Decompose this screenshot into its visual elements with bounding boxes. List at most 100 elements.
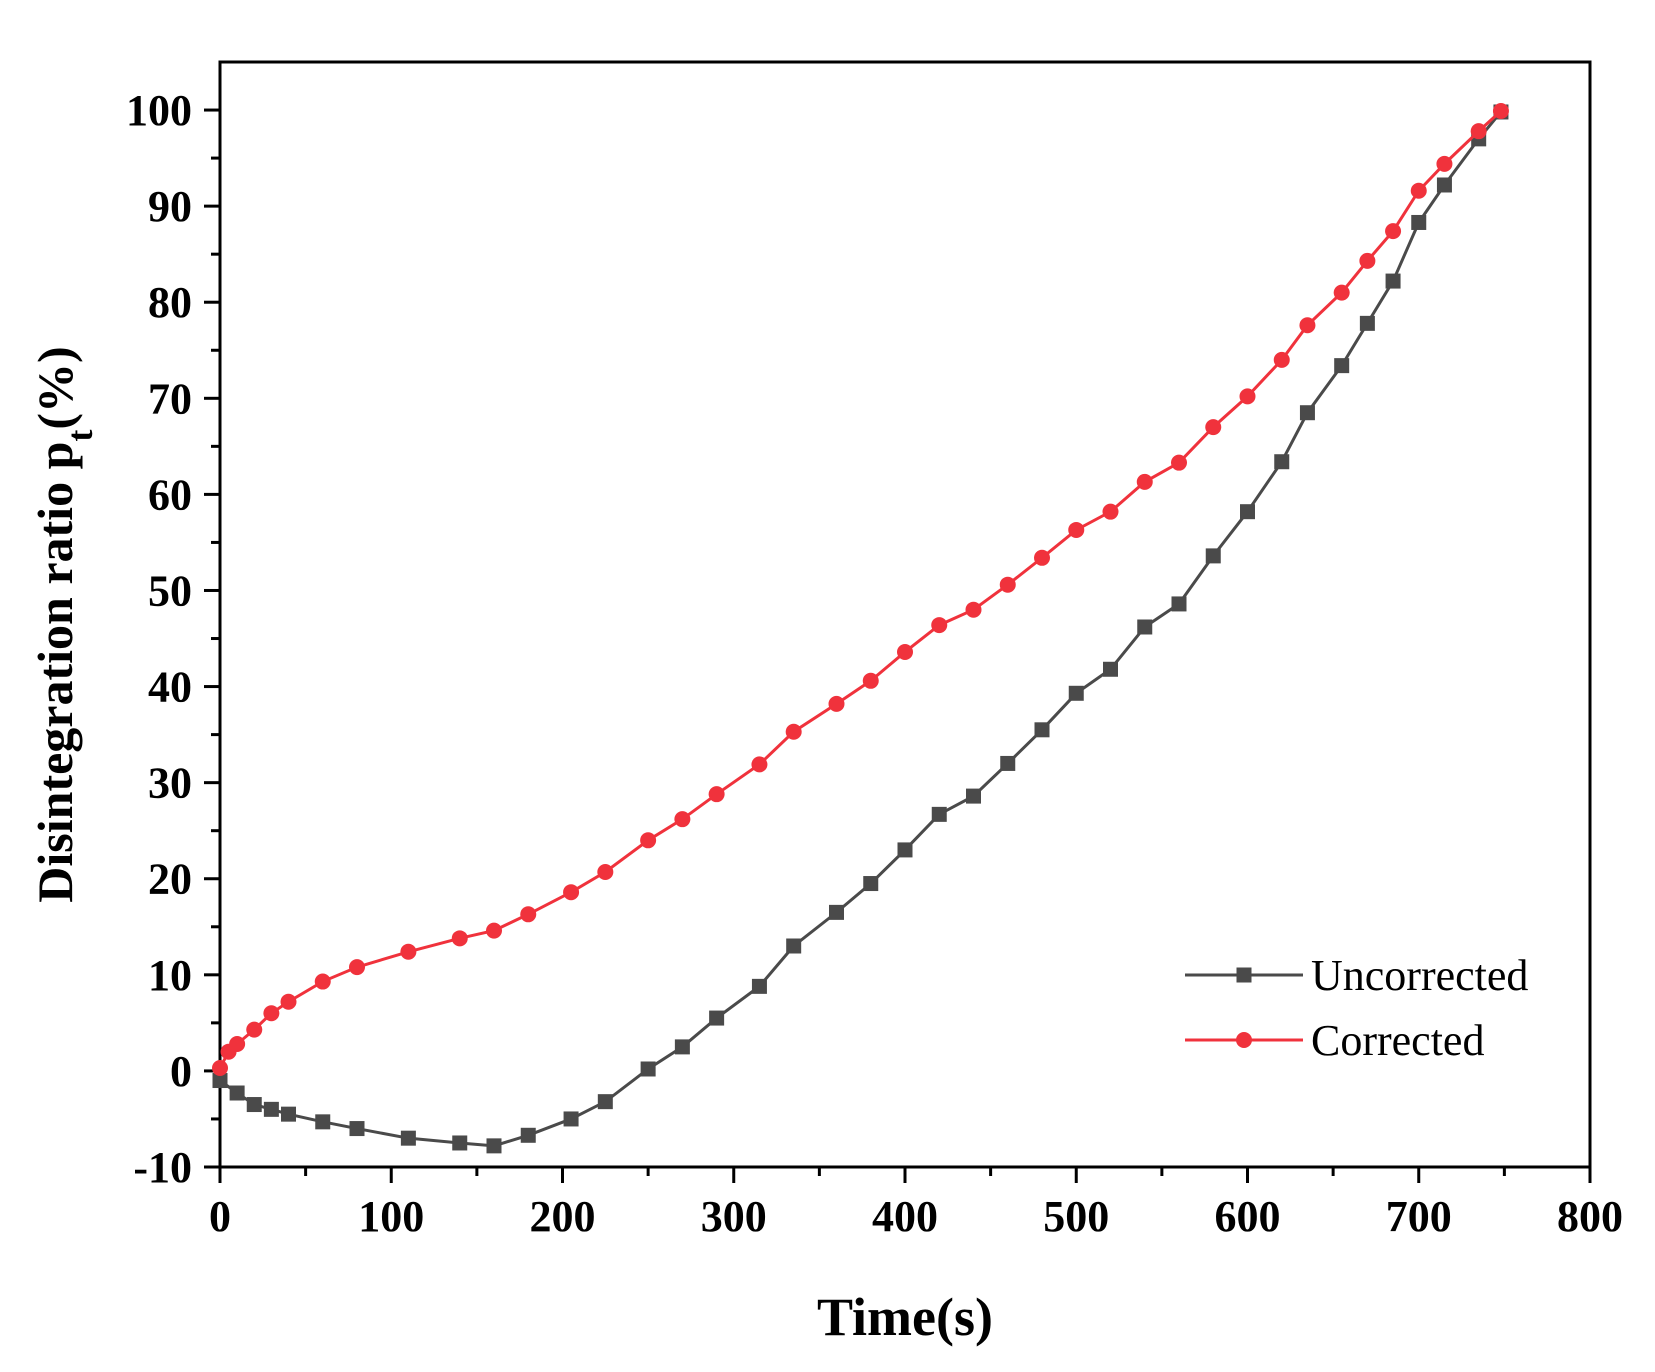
y-tick-label: 70 xyxy=(148,374,192,423)
data-point-uncorrected xyxy=(786,938,802,954)
data-point-uncorrected xyxy=(452,1135,468,1151)
y-axis-title-suffix: (%) xyxy=(27,346,83,429)
data-point-corrected xyxy=(1102,503,1119,520)
data-point-uncorrected xyxy=(1103,661,1118,677)
x-tick-label: 100 xyxy=(358,1192,424,1241)
data-point-uncorrected xyxy=(1299,405,1315,421)
y-tick-label: -10 xyxy=(133,1143,192,1192)
data-point-uncorrected xyxy=(246,1097,262,1113)
y-tick-label: 10 xyxy=(148,951,192,1000)
y-tick-label: 0 xyxy=(170,1047,192,1096)
data-point-uncorrected xyxy=(931,806,947,822)
data-point-corrected xyxy=(751,756,768,773)
data-point-uncorrected xyxy=(315,1114,331,1130)
plot-frame xyxy=(218,60,1592,1169)
data-point-uncorrected xyxy=(1000,755,1016,771)
data-point-corrected xyxy=(1385,223,1402,240)
data-point-corrected xyxy=(1492,103,1509,120)
data-point-corrected xyxy=(1273,351,1290,368)
x-tick-label: 200 xyxy=(530,1192,596,1241)
data-point-uncorrected xyxy=(640,1061,656,1077)
y-axis-title-main: Disintegration ratio p xyxy=(27,442,83,903)
x-tick-label: 0 xyxy=(209,1192,231,1241)
data-point-uncorrected xyxy=(520,1127,536,1143)
legend: Uncorrected Corrected xyxy=(1185,951,1528,1065)
x-tick-label: 600 xyxy=(1215,1192,1281,1241)
data-point-uncorrected xyxy=(400,1130,416,1146)
data-point-corrected xyxy=(708,786,725,803)
data-point-corrected xyxy=(1171,454,1187,471)
data-point-corrected xyxy=(451,930,468,947)
data-point-corrected xyxy=(563,884,580,901)
x-tick-label: 800 xyxy=(1557,1192,1623,1241)
data-point-uncorrected xyxy=(1068,685,1084,701)
data-point-corrected xyxy=(1410,182,1427,199)
data-point-corrected xyxy=(828,695,845,712)
series-line-corrected xyxy=(218,109,1502,1069)
data-point-corrected xyxy=(1034,549,1050,566)
y-axis-title: Disintegration ratio pt(%) xyxy=(27,346,100,902)
data-point-corrected xyxy=(229,1036,246,1053)
data-point-corrected xyxy=(1136,473,1153,490)
y-tick-label: 30 xyxy=(148,759,192,808)
data-point-uncorrected xyxy=(751,978,767,994)
data-point-uncorrected xyxy=(897,842,913,858)
x-axis-title: Time(s) xyxy=(817,1287,993,1347)
data-point-corrected xyxy=(931,617,948,634)
y-axis-title-subscript: t xyxy=(60,430,100,442)
data-point-corrected xyxy=(520,906,537,923)
data-point-uncorrected xyxy=(1436,177,1452,193)
data-point-corrected xyxy=(785,723,802,740)
data-point-corrected xyxy=(1333,284,1350,301)
data-point-corrected xyxy=(897,643,913,660)
data-point-corrected xyxy=(640,832,657,849)
data-point-corrected xyxy=(999,576,1016,593)
y-tick-label: 40 xyxy=(148,663,192,712)
legend-label-corrected: Corrected xyxy=(1311,1016,1484,1065)
data-point-uncorrected xyxy=(1137,619,1153,635)
data-point-corrected xyxy=(1470,123,1487,140)
data-point-uncorrected xyxy=(1334,358,1350,374)
data-point-uncorrected xyxy=(1359,315,1375,331)
data-point-corrected xyxy=(349,959,365,976)
data-point-uncorrected xyxy=(349,1121,365,1137)
data-point-corrected xyxy=(597,864,614,881)
data-point-uncorrected xyxy=(486,1138,502,1154)
data-point-uncorrected xyxy=(1240,504,1255,520)
data-point-corrected xyxy=(1205,419,1222,436)
data-point-corrected xyxy=(1299,317,1316,334)
y-tick-label: 60 xyxy=(148,470,192,519)
data-point-uncorrected xyxy=(1034,722,1050,738)
axis-ticks: 0 100 200 300 400 500 600 700 800 -10 0 10 20 30 40 50 6… xyxy=(126,86,1623,1241)
legend-marker-uncorrected xyxy=(1236,967,1252,983)
data-point-corrected xyxy=(965,601,982,618)
x-tick-label: 400 xyxy=(872,1192,938,1241)
data-point-corrected xyxy=(314,973,331,990)
data-point-uncorrected xyxy=(674,1039,690,1055)
y-tick-label: 100 xyxy=(126,86,192,135)
series-layer xyxy=(212,103,1509,1154)
x-tick-label: 300 xyxy=(701,1192,767,1241)
data-point-uncorrected xyxy=(212,1073,228,1089)
y-tick-label: 50 xyxy=(148,566,192,615)
y-tick-label: 20 xyxy=(148,855,192,904)
data-point-uncorrected xyxy=(1205,548,1221,564)
data-point-corrected xyxy=(1068,521,1085,538)
data-point-corrected xyxy=(1359,252,1376,269)
y-tick-label: 90 xyxy=(148,182,192,231)
x-tick-label: 700 xyxy=(1386,1192,1452,1241)
data-point-corrected xyxy=(862,672,879,689)
data-point-corrected xyxy=(1239,388,1256,405)
legend-marker-corrected xyxy=(1236,1032,1252,1048)
data-point-uncorrected xyxy=(263,1101,279,1117)
legend-label-uncorrected: Uncorrected xyxy=(1311,951,1528,1000)
data-point-corrected xyxy=(674,811,691,828)
data-point-uncorrected xyxy=(563,1111,579,1127)
data-point-uncorrected xyxy=(1171,596,1187,612)
y-tick-label: 80 xyxy=(148,278,192,327)
data-point-uncorrected xyxy=(966,788,981,804)
x-tick-label: 500 xyxy=(1043,1192,1109,1241)
data-point-uncorrected xyxy=(281,1106,296,1122)
data-point-corrected xyxy=(400,943,417,960)
